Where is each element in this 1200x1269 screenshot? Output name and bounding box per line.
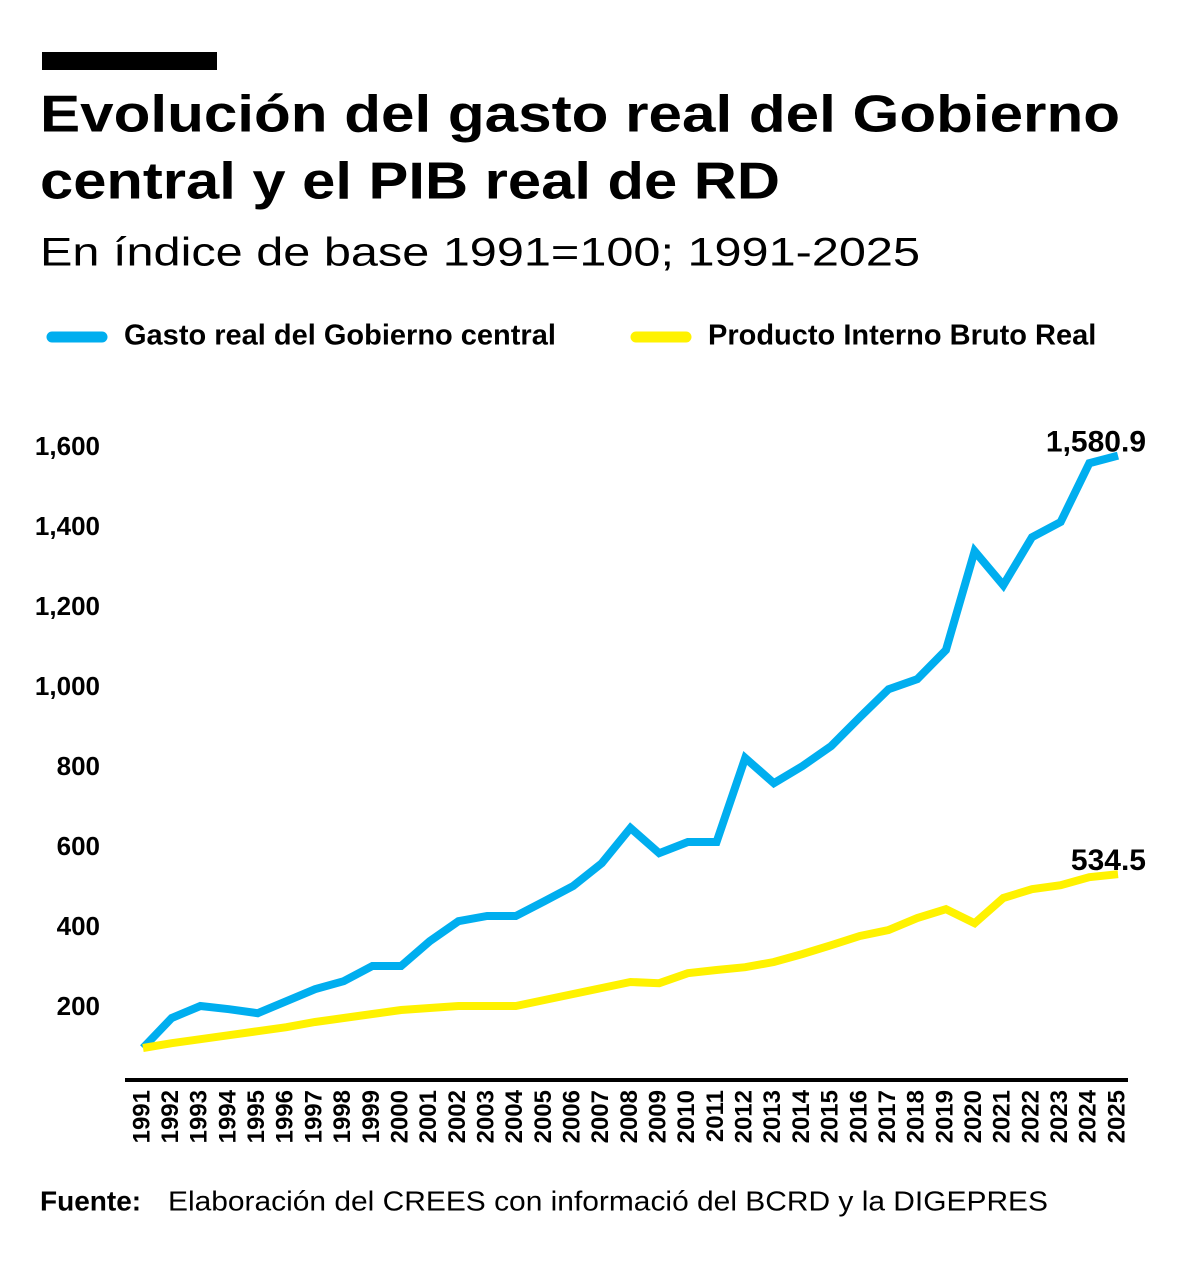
legend-label: Producto Interno Bruto Real xyxy=(708,320,1096,352)
x-tick-label: 1999 xyxy=(358,1090,385,1143)
x-tick-label: 2012 xyxy=(731,1090,758,1143)
x-tick-label: 1994 xyxy=(214,1089,241,1143)
x-tick-label: 2009 xyxy=(645,1090,672,1143)
x-tick-label: 1997 xyxy=(300,1090,327,1143)
x-tick-label: 2018 xyxy=(903,1090,930,1143)
x-tick-label: 2019 xyxy=(931,1090,958,1143)
series-line xyxy=(142,870,1119,1052)
y-tick-label: 400 xyxy=(57,911,100,941)
x-tick-label: 2023 xyxy=(1046,1090,1073,1143)
y-tick-label: 1,400 xyxy=(35,511,100,541)
y-tick-label: 1,000 xyxy=(35,671,100,701)
x-tick-label: 2002 xyxy=(444,1090,471,1143)
x-tick-label: 2006 xyxy=(558,1090,585,1143)
x-tick-label: 1996 xyxy=(272,1090,299,1143)
x-tick-label: 2025 xyxy=(1103,1090,1130,1143)
x-tick-label: 2004 xyxy=(501,1089,528,1143)
series-line xyxy=(140,451,1120,1051)
x-tick-label: 2005 xyxy=(530,1090,557,1143)
x-tick-label: 2008 xyxy=(616,1090,643,1143)
x-tick-label: 2000 xyxy=(386,1090,413,1143)
x-tick-label: 1998 xyxy=(329,1090,356,1143)
chart-title: Evolución del gasto real del Gobierno xyxy=(40,86,1120,144)
y-tick-label: 600 xyxy=(57,831,100,861)
chart-title: central y el PIB real de RD xyxy=(40,153,780,211)
x-tick-label: 2016 xyxy=(845,1090,872,1143)
x-tick-label: 2021 xyxy=(989,1090,1016,1143)
y-tick-label: 1,200 xyxy=(35,591,100,621)
source: Elaboración del CREES con informació del… xyxy=(168,1185,1048,1216)
title-bar xyxy=(42,52,217,70)
source-label: Fuente: xyxy=(40,1185,141,1216)
x-tick-label: 2022 xyxy=(1017,1090,1044,1143)
x-tick-label: 2014 xyxy=(788,1089,815,1143)
y-tick-label: 1,600 xyxy=(35,431,100,461)
x-tick-label: 2001 xyxy=(415,1090,442,1143)
x-tick-label: 1992 xyxy=(157,1090,184,1143)
x-tick-label: 2024 xyxy=(1075,1089,1102,1143)
x-tick-label: 2010 xyxy=(673,1090,700,1143)
x-tick-label: 2020 xyxy=(960,1090,987,1143)
x-tick-label: 2013 xyxy=(759,1090,786,1143)
chart-subtitle: En índice de base 1991=100; 1991-2025 xyxy=(40,231,920,275)
y-tick-label: 200 xyxy=(57,991,100,1021)
legend-label: Gasto real del Gobierno central xyxy=(124,320,556,352)
x-tick-label: 2011 xyxy=(702,1090,729,1142)
x-tick-label: 1995 xyxy=(243,1090,270,1143)
y-tick-label: 800 xyxy=(57,751,100,781)
x-tick-label: 1991 xyxy=(128,1090,155,1143)
value-label: 1,580.9 xyxy=(1046,426,1146,459)
x-tick-label: 2017 xyxy=(874,1090,901,1143)
x-tick-label: 2007 xyxy=(587,1090,614,1143)
x-tick-label: 2015 xyxy=(817,1090,844,1143)
x-tick-label: 2003 xyxy=(472,1090,499,1143)
x-tick-label: 1993 xyxy=(186,1090,213,1143)
value-label: 534.5 xyxy=(1071,844,1146,877)
